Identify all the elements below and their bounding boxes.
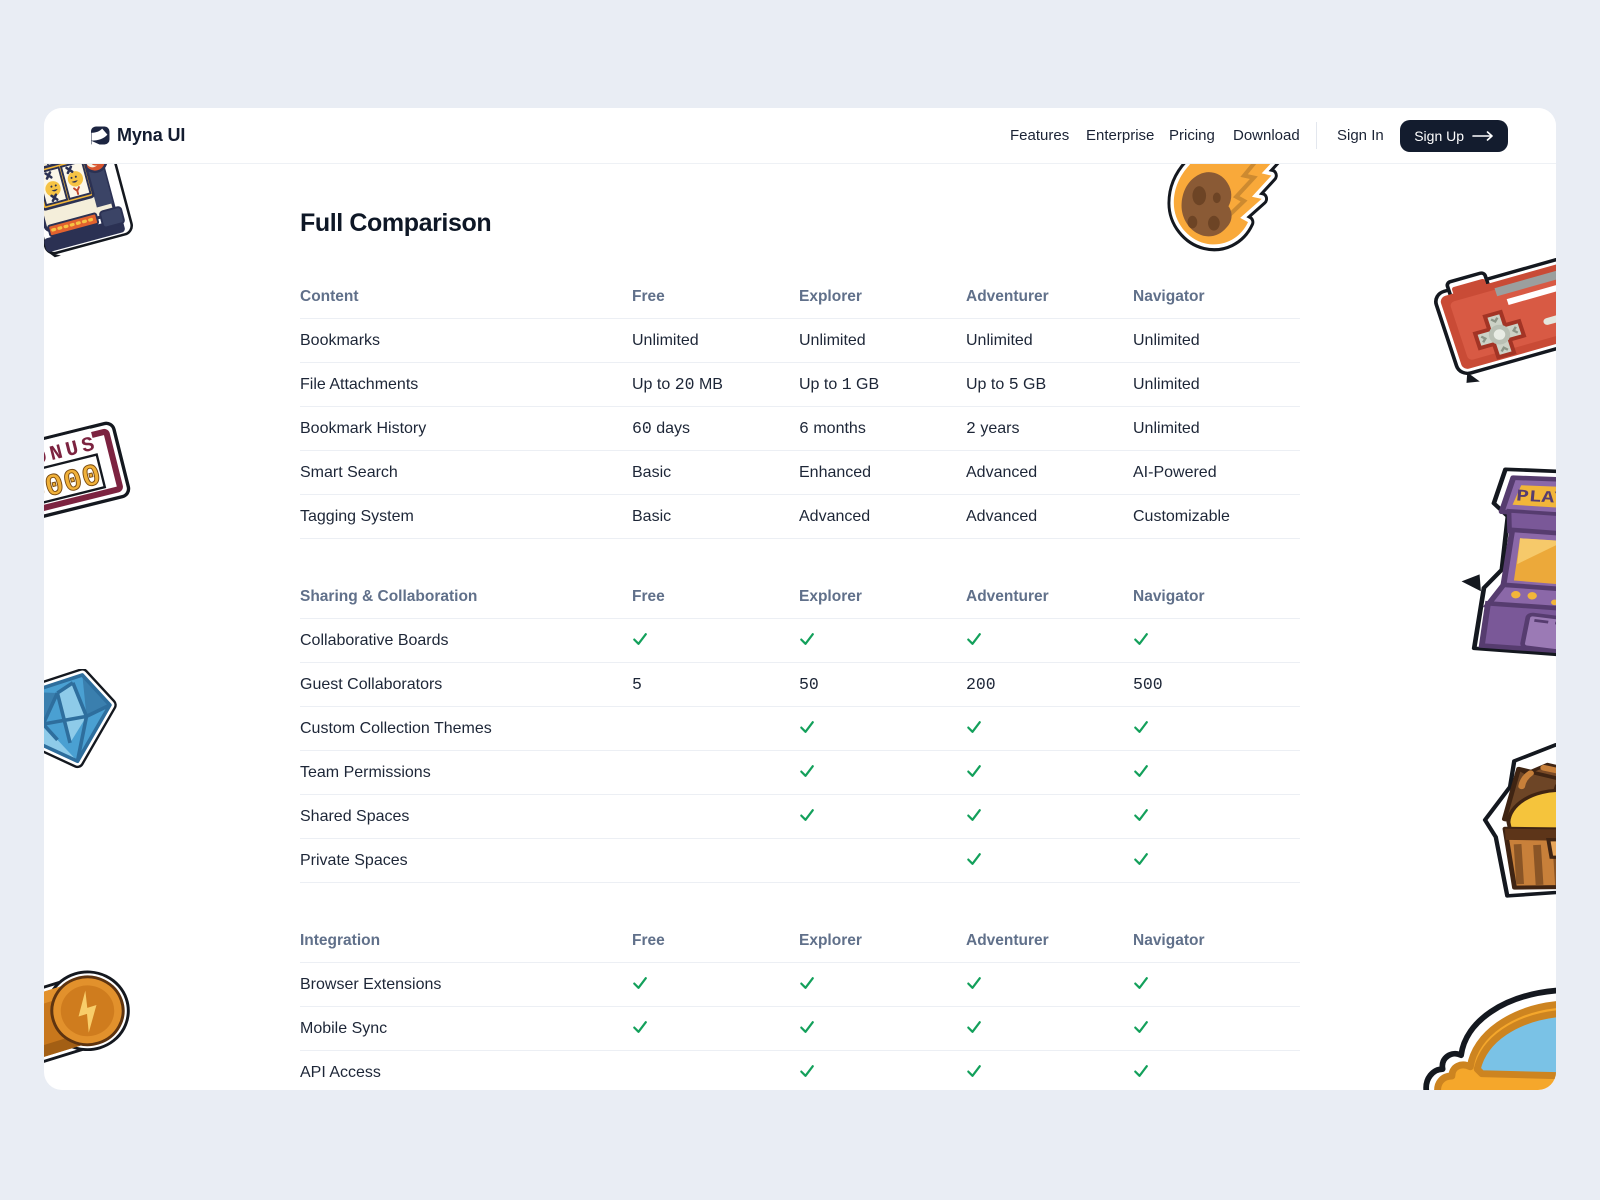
- svg-text:PLAY: PLAY: [1515, 486, 1556, 508]
